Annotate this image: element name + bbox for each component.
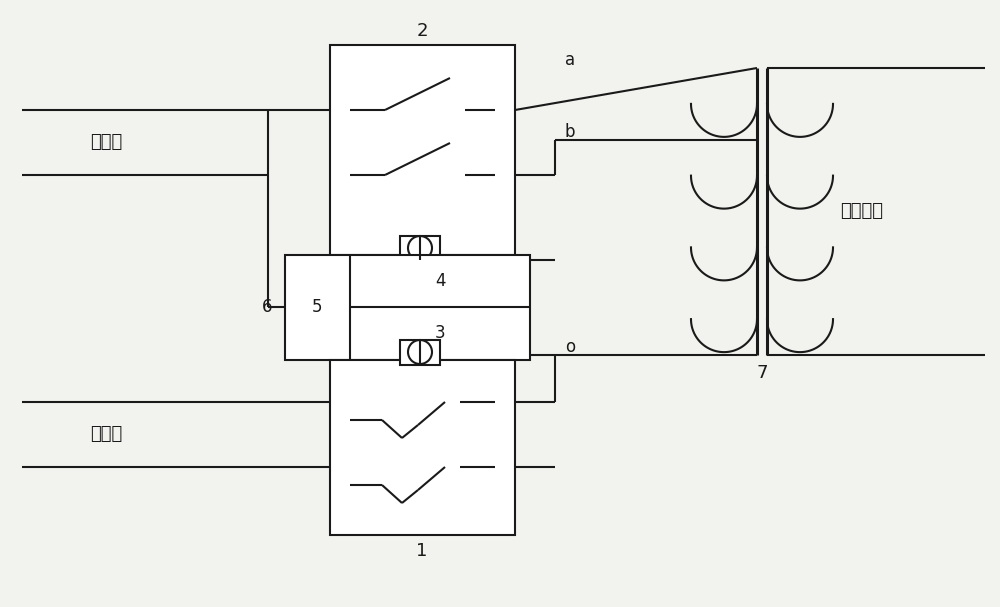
Bar: [400, 340, 440, 365]
Text: 6: 6: [262, 298, 272, 316]
Text: 供电输出: 供电输出: [840, 202, 883, 220]
Text: 7: 7: [756, 364, 768, 382]
Bar: [400, 236, 440, 261]
Text: 2: 2: [416, 22, 428, 40]
Text: 5: 5: [312, 298, 322, 316]
Text: 电源一: 电源一: [90, 425, 122, 443]
Bar: [330, 45, 515, 255]
Text: 4: 4: [435, 272, 445, 290]
Text: b: b: [565, 123, 576, 141]
Text: a: a: [565, 51, 575, 69]
Text: 电源二: 电源二: [90, 133, 122, 151]
Text: o: o: [565, 338, 575, 356]
Bar: [285, 255, 530, 360]
Text: 1: 1: [416, 542, 428, 560]
Bar: [330, 360, 515, 535]
Text: 3: 3: [435, 324, 445, 342]
